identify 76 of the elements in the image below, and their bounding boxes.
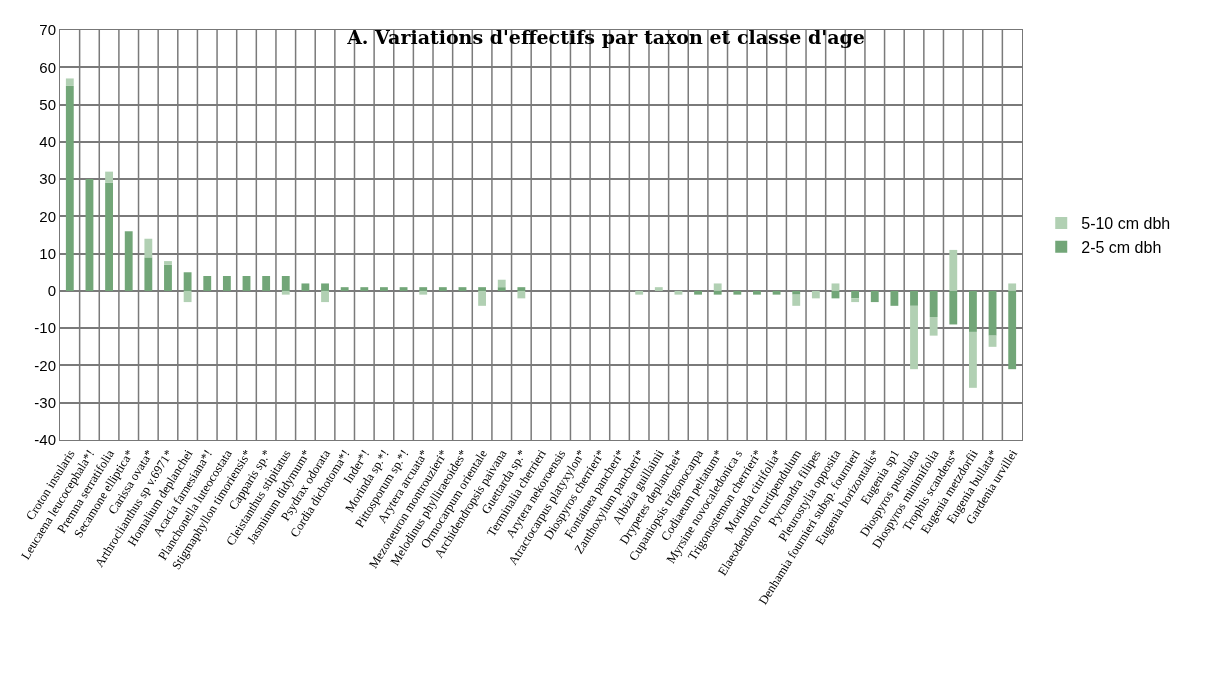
bar [281,276,290,291]
bar [478,290,487,306]
bar [929,317,938,336]
y-tick-label: 0 [47,282,56,300]
y-tick-label: -20 [34,356,56,374]
bar [183,290,192,303]
legend-label: 5-10 cm dbh [1081,215,1171,233]
bar [183,272,192,291]
bar [792,294,801,306]
bar [360,287,369,291]
bar [438,287,447,291]
bar [851,290,860,299]
bar [635,290,644,295]
bar [851,298,860,303]
bar [497,287,506,291]
bar [340,287,349,291]
bar [831,283,840,291]
bar [772,290,781,295]
bar [321,290,329,303]
bar [419,290,428,295]
bar [105,171,114,183]
bar [910,305,918,370]
bar [890,290,899,306]
y-tick-label: 50 [39,95,56,113]
bar [497,279,506,288]
bar [713,290,722,295]
bar [380,287,388,291]
bar [949,249,958,291]
bar [124,231,133,291]
y-tick-label: 20 [39,207,56,225]
y-tick-label: -10 [34,319,56,337]
bar [713,283,722,291]
bar [517,287,526,291]
bar [458,287,467,291]
bar [811,290,820,299]
bar [910,290,918,306]
bar [65,85,74,291]
bar [517,290,526,299]
bar [733,290,742,295]
y-tick-label: 30 [39,170,56,188]
y-tick-label: -30 [34,393,56,411]
bar [478,287,487,291]
bar [870,290,879,303]
bar [949,290,958,325]
legend-label: 2-5 cm dbh [1081,238,1162,256]
bar [203,276,212,291]
bar [105,182,114,291]
bar [321,283,329,291]
y-tick-label: 40 [39,133,56,151]
bar [694,290,702,295]
bar [144,238,153,258]
y-tick-label: 70 [39,21,56,39]
bar [654,287,663,291]
bar [262,276,271,291]
bar [399,287,408,291]
bar [164,261,172,265]
y-tick-label: 10 [39,244,56,262]
y-tick-label: 60 [39,58,56,76]
bar [281,290,290,295]
bar [242,276,251,291]
bar [968,290,977,332]
bar [929,290,938,317]
bar [968,331,977,388]
bar [301,283,310,291]
bar [419,287,428,291]
y-tick-label: -40 [34,431,56,449]
bar [222,276,231,291]
bar [1008,290,1017,370]
bar [753,290,761,295]
bar [1008,283,1017,291]
bar [164,264,172,291]
bar [792,290,801,295]
bar [65,78,74,86]
chart-title: A. Variations d'effectifs par taxon et classe d'age [346,25,865,48]
bar [144,257,153,291]
bar [674,290,683,295]
